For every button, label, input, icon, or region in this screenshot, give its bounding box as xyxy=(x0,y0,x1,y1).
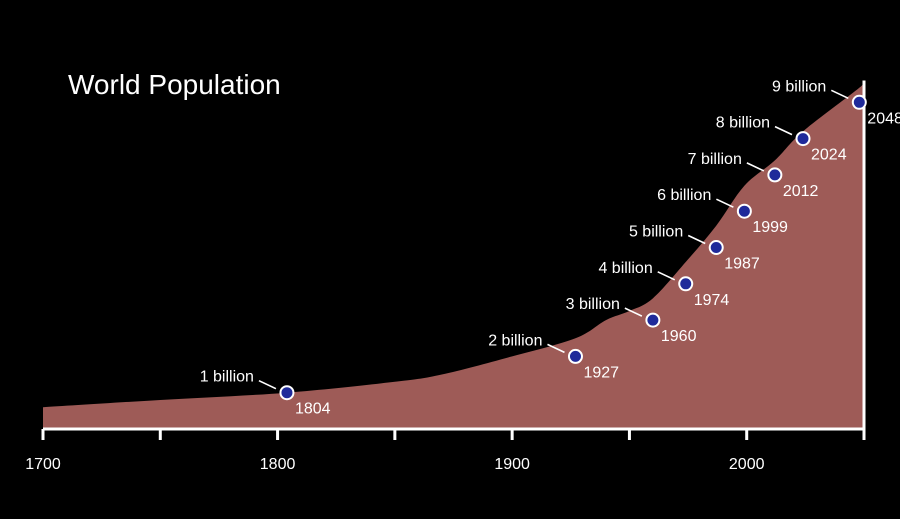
population-label: 6 billion xyxy=(657,187,711,204)
milestone-1974: 4 billion 1974 xyxy=(598,260,729,309)
milestone-point xyxy=(678,276,694,292)
year-label: 1987 xyxy=(724,256,760,273)
year-label: 2048 xyxy=(867,110,900,127)
area-layer xyxy=(43,80,866,430)
population-label: 4 billion xyxy=(598,260,652,277)
x-tick-label: 2000 xyxy=(729,456,765,473)
milestone-point xyxy=(279,385,295,401)
year-label: 2012 xyxy=(783,183,819,200)
milestone-point xyxy=(767,167,783,183)
population-area xyxy=(43,80,866,430)
leader-line xyxy=(258,379,277,390)
milestone-1927: 2 billion 1927 xyxy=(488,332,619,381)
population-label: 7 billion xyxy=(688,151,742,168)
population-label: 8 billion xyxy=(716,115,770,132)
milestone-2048: 9 billion 2048 xyxy=(772,78,900,127)
milestone-markers: 1 billion 1804 2 billion 1927 3 billion 1960 4… xyxy=(200,78,900,417)
year-label: 1960 xyxy=(661,328,697,345)
leader-line xyxy=(624,307,643,317)
population-label: 9 billion xyxy=(772,78,826,95)
leader-line xyxy=(716,198,734,208)
year-label: 1974 xyxy=(694,292,730,309)
population-label: 2 billion xyxy=(488,332,542,349)
milestone-point xyxy=(851,94,867,110)
leader-line xyxy=(830,89,849,100)
population-label: 5 billion xyxy=(629,224,683,241)
milestone-point xyxy=(645,312,661,328)
year-label: 1804 xyxy=(295,401,331,418)
leader-line xyxy=(657,271,676,281)
chart-title: World Population xyxy=(68,69,281,100)
x-tick-label: 1700 xyxy=(25,456,61,473)
leader-line xyxy=(774,125,793,136)
x-axis: 1700 1800 1900 2000 xyxy=(25,427,866,473)
milestone-1987: 5 billion 1987 xyxy=(629,224,760,273)
year-label: 1999 xyxy=(752,219,788,236)
milestone-point xyxy=(567,348,583,364)
population-label: 1 billion xyxy=(200,369,254,386)
milestone-1804: 1 billion 1804 xyxy=(200,369,331,418)
x-tick-label: 1800 xyxy=(260,456,296,473)
leader-line xyxy=(547,343,565,354)
milestone-point xyxy=(795,131,811,147)
milestone-1960: 3 billion 1960 xyxy=(566,296,697,345)
x-tick-label: 1900 xyxy=(494,456,530,473)
population-label: 3 billion xyxy=(566,296,620,313)
milestone-1999: 6 billion 1999 xyxy=(657,187,788,236)
milestone-2024: 8 billion 2024 xyxy=(716,115,847,164)
leader-line xyxy=(687,234,706,245)
leader-line xyxy=(746,162,765,172)
milestone-point xyxy=(736,203,752,219)
year-label: 2024 xyxy=(811,147,847,164)
milestone-2012: 7 billion 2012 xyxy=(688,151,819,200)
year-label: 1927 xyxy=(583,364,619,381)
milestone-point xyxy=(708,240,724,255)
